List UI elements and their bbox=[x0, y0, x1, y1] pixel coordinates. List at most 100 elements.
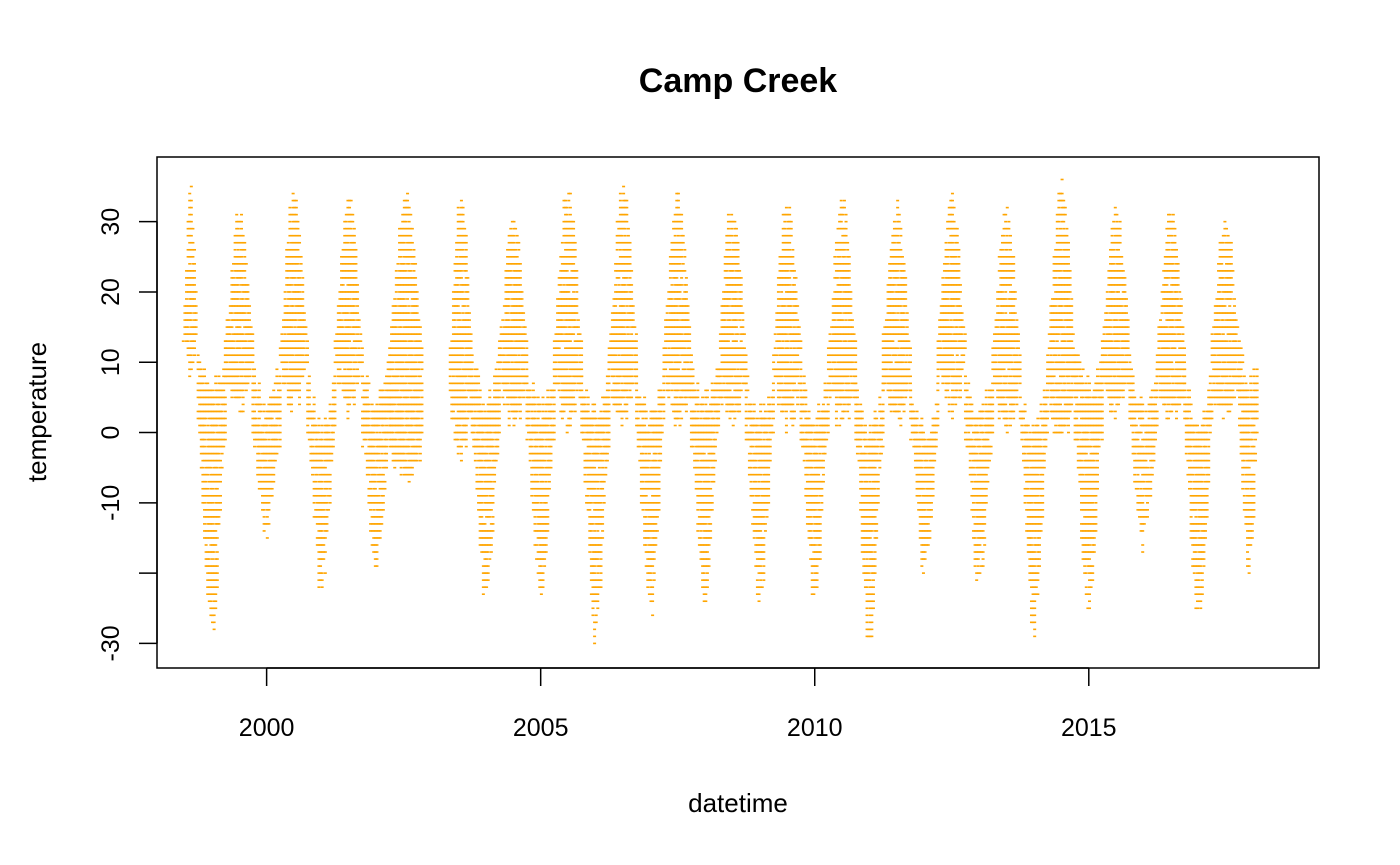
data-point bbox=[594, 551, 598, 553]
data-point bbox=[328, 473, 332, 476]
data-point bbox=[544, 438, 548, 441]
data-point bbox=[502, 354, 506, 357]
data-point bbox=[567, 199, 571, 202]
data-point bbox=[562, 375, 566, 378]
data-point bbox=[238, 256, 242, 258]
data-point bbox=[233, 368, 237, 371]
data-point bbox=[407, 291, 411, 293]
data-point bbox=[464, 270, 468, 272]
data-point bbox=[243, 277, 247, 279]
data-point bbox=[536, 551, 540, 553]
data-point bbox=[410, 452, 414, 455]
data-point bbox=[412, 333, 416, 335]
data-point bbox=[243, 340, 247, 342]
data-point bbox=[651, 544, 655, 546]
data-point bbox=[344, 291, 348, 293]
data-point bbox=[567, 248, 571, 251]
data-point bbox=[638, 410, 642, 413]
data-point bbox=[459, 333, 463, 335]
data-point bbox=[248, 333, 252, 335]
data-point bbox=[344, 326, 348, 328]
data-point bbox=[635, 361, 639, 364]
data-point bbox=[183, 333, 187, 335]
data-point bbox=[538, 586, 542, 588]
data-point bbox=[206, 558, 210, 560]
data-point bbox=[535, 487, 539, 490]
data-point bbox=[317, 452, 321, 455]
data-point bbox=[317, 579, 321, 581]
data-point bbox=[207, 523, 211, 525]
data-point bbox=[346, 270, 350, 272]
data-point bbox=[618, 206, 622, 209]
data-point bbox=[523, 361, 527, 364]
data-point bbox=[331, 396, 335, 399]
data-point bbox=[307, 389, 311, 392]
data-point bbox=[593, 572, 597, 574]
data-point bbox=[211, 537, 215, 539]
data-point bbox=[649, 579, 653, 581]
data-point bbox=[227, 375, 231, 378]
data-point bbox=[410, 326, 414, 328]
data-point bbox=[296, 333, 300, 335]
data-point bbox=[626, 354, 630, 357]
data-point bbox=[626, 312, 630, 314]
data-point bbox=[238, 382, 242, 385]
data-point bbox=[477, 487, 481, 490]
data-point bbox=[253, 424, 257, 427]
data-point bbox=[466, 319, 470, 321]
data-point bbox=[320, 473, 324, 476]
data-point bbox=[214, 544, 218, 546]
data-point bbox=[573, 361, 577, 364]
data-point bbox=[463, 319, 467, 321]
data-point bbox=[414, 368, 418, 371]
data-point bbox=[348, 206, 352, 209]
data-point bbox=[489, 523, 493, 525]
data-point bbox=[620, 361, 624, 364]
data-point bbox=[602, 452, 606, 455]
data-point bbox=[451, 417, 455, 420]
data-point bbox=[330, 452, 334, 455]
data-point bbox=[286, 354, 290, 357]
data-point bbox=[536, 523, 540, 525]
data-point bbox=[357, 354, 361, 357]
data-point bbox=[278, 410, 282, 413]
data-point bbox=[469, 333, 473, 335]
data-point bbox=[646, 502, 650, 504]
data-point bbox=[206, 565, 210, 567]
data-point bbox=[293, 234, 297, 237]
data-point bbox=[481, 424, 485, 427]
data-point bbox=[594, 558, 598, 560]
data-point bbox=[290, 319, 294, 321]
data-point bbox=[381, 473, 385, 476]
data-point bbox=[453, 270, 457, 272]
data-point bbox=[496, 410, 500, 413]
data-point bbox=[510, 312, 514, 314]
data-point bbox=[585, 480, 589, 483]
data-point bbox=[343, 354, 347, 357]
data-point bbox=[485, 530, 489, 532]
data-point bbox=[203, 502, 207, 504]
data-point bbox=[535, 424, 539, 427]
data-point bbox=[417, 438, 421, 441]
data-point bbox=[493, 473, 497, 476]
data-point bbox=[415, 403, 419, 406]
data-point bbox=[391, 389, 395, 392]
data-point bbox=[406, 213, 410, 216]
data-point bbox=[261, 509, 265, 511]
data-point bbox=[601, 417, 605, 420]
data-point bbox=[541, 586, 545, 588]
data-point bbox=[386, 382, 390, 385]
data-point bbox=[585, 466, 589, 469]
data-point bbox=[638, 438, 642, 441]
data-point bbox=[265, 523, 269, 525]
data-point bbox=[630, 368, 634, 371]
data-point bbox=[507, 270, 511, 272]
data-point bbox=[294, 340, 298, 342]
data-point bbox=[364, 438, 368, 441]
data-point bbox=[317, 445, 321, 448]
data-point bbox=[349, 354, 353, 357]
data-point bbox=[314, 473, 318, 476]
data-point bbox=[191, 361, 195, 364]
data-point bbox=[401, 241, 405, 244]
data-point bbox=[373, 558, 377, 560]
